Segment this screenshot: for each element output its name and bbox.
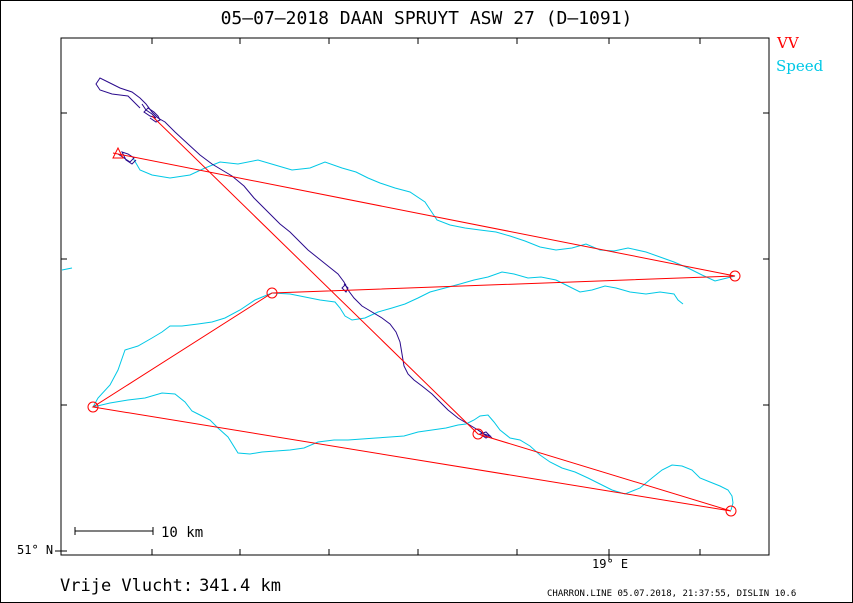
legend-item-speed: Speed bbox=[776, 57, 824, 75]
distance-label: Vrije Vlucht: bbox=[60, 576, 194, 596]
turnpoint-marker bbox=[472, 428, 484, 440]
turnpoint-marker bbox=[729, 270, 741, 282]
turnpoint-marker bbox=[725, 505, 737, 517]
start-triangle bbox=[112, 146, 124, 159]
turnpoint-marker bbox=[266, 287, 278, 299]
scale-bar bbox=[74, 527, 154, 535]
speed-track bbox=[61, 157, 736, 511]
footer-info: CHARRON.LINE 05.07.2018, 21:37:55, DISLI… bbox=[547, 589, 797, 599]
scale-bar-label: 10 km bbox=[161, 525, 204, 541]
turnpoint-marker bbox=[87, 401, 99, 413]
legend-item-vv: VV bbox=[777, 34, 799, 52]
plot-frame bbox=[60, 37, 770, 556]
distance-summary: Vrije Vlucht: 341.4 km bbox=[60, 576, 281, 596]
turnpoints bbox=[87, 146, 741, 517]
task-line bbox=[91, 115, 736, 512]
climb-track bbox=[95, 77, 493, 439]
longitude-label: 19° E bbox=[592, 557, 629, 571]
flight-title: 05–07–2018 DAAN SPRUYT ASW 27 (D–1091) bbox=[220, 8, 633, 29]
distance-value: 341.4 km bbox=[199, 576, 281, 596]
latitude-label: 51° N bbox=[17, 543, 54, 557]
